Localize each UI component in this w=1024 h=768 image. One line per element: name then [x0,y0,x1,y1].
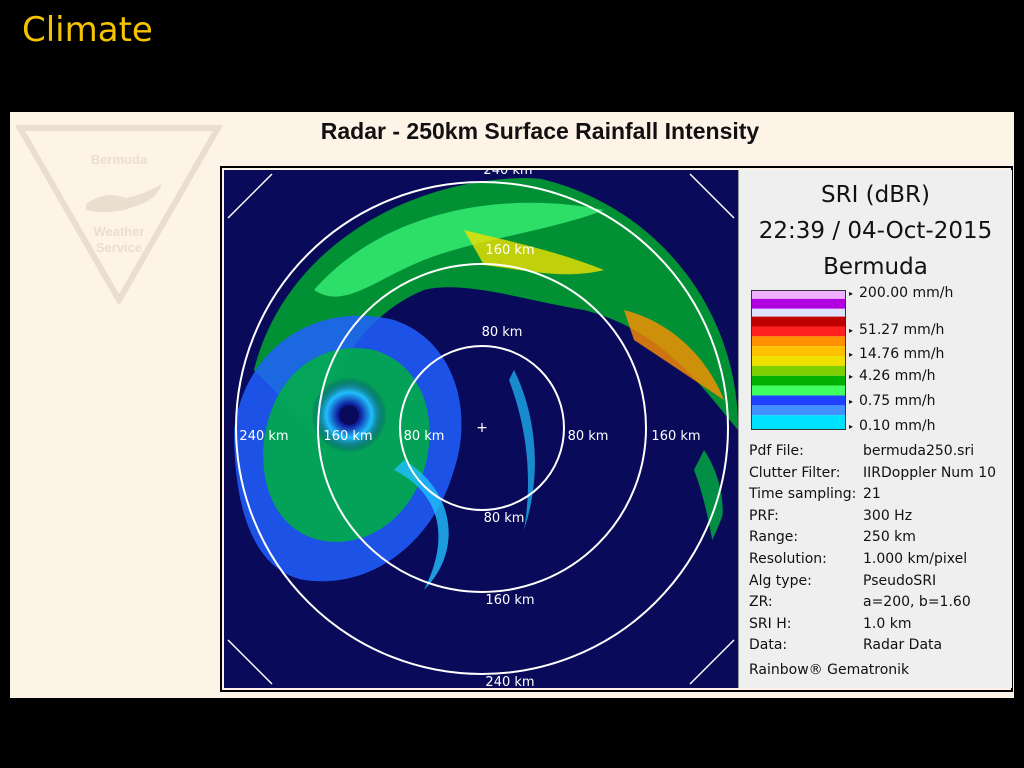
param-value: 21 [863,486,881,503]
radar-panel: Bermuda Weather Service Radar - 250km Su… [10,112,1014,698]
logo-text-weather: Weather [93,224,144,239]
ring-label-south-160: 160 km [485,593,534,608]
logo-text-service: Service [96,240,142,255]
range-ring-240 [235,181,729,675]
ring-label-north-160: 160 km [485,243,534,258]
ring-label-west-240: 240 km [239,429,288,444]
param-value: 1.000 km/pixel [863,551,968,567]
radar-center-marker: + [476,420,488,436]
slide-title: Climate [22,10,153,50]
param-value: PseudoSRI [863,572,937,589]
scale-label-0-75: 0.75 mm/h [849,393,936,409]
range-ring-80 [399,345,565,511]
product-datetime: 22:39 / 04-Oct-2015 [758,218,993,244]
station-name: Bermuda [823,254,928,280]
vendor-brand: Rainbow® Gematronik [749,662,910,678]
product-name: SRI (dBR) [821,182,930,208]
ring-label-south-240: 240 km [485,675,534,688]
scale-label-51: 51.27 mm/h [849,322,944,338]
logo-text-bermuda: Bermuda [91,152,148,167]
radar-info-panel: SRI (dBR) 22:39 / 04-Oct-2015 Bermuda 20 [738,170,1012,688]
radar-title: Radar - 250km Surface Rainfall Intensity [320,118,760,144]
ring-label-south-80: 80 km [484,511,525,526]
param-value: 300 Hz [863,507,913,524]
ring-label-west-80: 80 km [404,429,445,444]
param-key: Alg type: [749,572,812,589]
ring-label-east-160: 160 km [651,429,700,444]
param-value: IIRDoppler Num 10 [863,464,997,481]
param-key: Clutter Filter: [749,464,841,481]
param-value: 1.0 km [863,615,912,632]
scale-label-0-10: 0.10 mm/h [849,418,936,434]
param-value: bermuda250.sri [863,443,975,459]
ring-label-west-160: 160 km [323,429,372,444]
ring-label-north-80: 80 km [482,325,523,340]
param-value: Radar Data [863,637,943,654]
param-value: 250 km [863,529,916,546]
param-key: Data: [749,637,788,654]
radar-image: + 80 km 160 km 240 km 80 km 160 km 80 km… [224,170,738,688]
param-key: Resolution: [749,551,827,567]
param-key: PRF: [749,507,779,524]
ring-label-north-240: 240 km [483,170,532,178]
range-ring-160 [317,263,647,593]
scale-label-4: 4.26 mm/h [849,368,936,384]
bermuda-weather-service-logo: Bermuda Weather Service [16,125,222,304]
param-key: Range: [749,529,799,546]
param-key: SRI H: [749,615,792,632]
param-key: Time sampling: [749,486,857,503]
scale-label-200: 200.00 mm/h [849,285,953,301]
scale-label-14: 14.76 mm/h [849,346,944,362]
ring-label-east-80: 80 km [568,429,609,444]
param-value: a=200, b=1.60 [863,594,971,611]
param-key: ZR: [749,594,773,611]
radar-frame: + 80 km 160 km 240 km 80 km 160 km 80 km… [220,166,1013,692]
intensity-color-scale [751,290,846,430]
param-key: Pdf File: [749,443,804,459]
